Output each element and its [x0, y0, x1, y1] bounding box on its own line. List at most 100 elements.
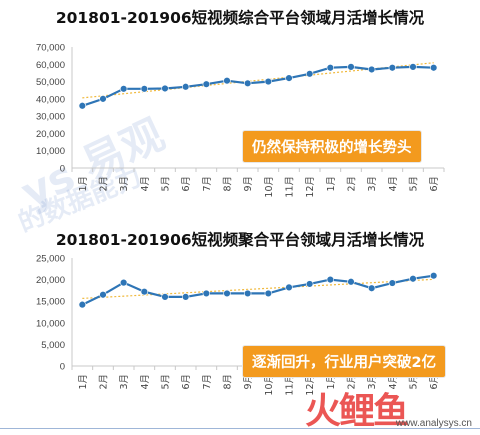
chart-title: 201801-201906短视频综合平台领域月活增长情况	[55, 9, 425, 27]
trend-line	[82, 278, 434, 299]
x-tick-label: 11月	[285, 374, 296, 396]
x-tick-label: 5月	[409, 176, 420, 192]
x-tick-label: 5月	[161, 374, 172, 390]
data-point	[429, 272, 438, 280]
y-tick-label: 20,000	[36, 275, 65, 286]
data-point	[78, 300, 87, 309]
x-tick-label: 4月	[388, 374, 399, 390]
data-point	[119, 278, 128, 287]
x-tick-label: 5月	[161, 176, 172, 192]
data-point	[181, 293, 190, 301]
x-tick-label: 12月	[305, 176, 316, 198]
series-line	[81, 65, 434, 107]
data-point	[347, 63, 355, 71]
brand-logo: 火鲤鱼	[305, 391, 409, 432]
x-tick-label: 2月	[347, 176, 358, 192]
y-tick-label: 40,000	[36, 94, 65, 105]
data-point	[161, 84, 169, 93]
y-tick-label: 10,000	[36, 146, 65, 157]
x-tick-label: 8月	[223, 176, 234, 192]
data-point	[326, 275, 335, 284]
data-point	[347, 278, 355, 286]
y-tick-label: 20,000	[36, 129, 65, 140]
x-tick-label: 10月	[264, 176, 275, 198]
x-tick-label: 2月	[347, 374, 358, 390]
data-point	[243, 289, 252, 298]
x-tick-label: 6月	[429, 374, 440, 390]
y-tick-label: 0	[60, 164, 65, 175]
data-point	[388, 64, 397, 72]
chart-plot: 0 10,000 20,000 30,000 40,000 50,000 60,000 70,…	[36, 43, 445, 198]
y-tick-label: 15,000	[36, 297, 65, 308]
data-point	[223, 289, 231, 298]
y-tick-label: 5,000	[41, 340, 65, 351]
x-tick-label: 3月	[367, 176, 378, 192]
data-point	[161, 293, 169, 301]
data-point	[285, 283, 293, 292]
data-point	[140, 85, 149, 93]
y-tick-label: 60,000	[36, 60, 65, 71]
x-tick-label: 1月	[326, 176, 337, 192]
x-tick-label: 9月	[243, 176, 254, 192]
x-tick-label: 3月	[119, 374, 130, 390]
series-line	[81, 274, 434, 306]
data-point	[429, 64, 438, 72]
x-tick-label: 5月	[409, 374, 420, 390]
data-point	[99, 95, 107, 103]
x-tick-label: 3月	[119, 176, 130, 192]
data-point	[326, 64, 335, 72]
data-point	[409, 63, 417, 71]
x-tick-label: 1月	[78, 176, 89, 192]
data-point	[409, 275, 417, 283]
data-point	[388, 279, 397, 287]
data-point	[367, 65, 376, 74]
x-tick-label: 11月	[285, 176, 296, 198]
x-tick-label: 4月	[140, 176, 151, 192]
data-point	[243, 79, 252, 88]
data-point	[99, 291, 107, 299]
data-point	[78, 102, 87, 110]
x-tick-label: 6月	[181, 374, 192, 390]
y-tick-label: 25,000	[36, 254, 65, 265]
x-tick-label: 9月	[243, 374, 254, 390]
chart-title: 201801-201906短视频聚合平台领域月活增长情况	[55, 231, 425, 249]
x-tick-label: 3月	[367, 374, 378, 390]
data-point	[285, 74, 293, 82]
data-point	[202, 289, 211, 298]
x-tick-label: 4月	[140, 374, 151, 390]
footer-divider	[0, 428, 480, 429]
x-tick-label: 2月	[99, 374, 110, 390]
site-url: www.analysys.cn	[395, 418, 472, 429]
y-tick-label: 0	[60, 362, 65, 373]
chart-callout: 仍然保持积极的增长势头	[243, 131, 421, 162]
data-point	[305, 280, 314, 288]
x-tick-label: 7月	[202, 176, 213, 192]
y-tick-label: 30,000	[36, 112, 65, 123]
x-tick-label: 6月	[429, 176, 440, 192]
x-tick-label: 1月	[326, 374, 337, 390]
data-point	[264, 77, 273, 86]
x-tick-label: 7月	[202, 374, 213, 390]
data-point	[202, 80, 211, 88]
x-tick-label: 12月	[305, 374, 316, 396]
x-tick-label: 8月	[223, 374, 234, 390]
trend-line	[82, 62, 434, 99]
chart-plot: 0 5,000 10,000 15,000 20,000 25,000 1月 2月 3月 4月 5月…	[36, 254, 445, 396]
x-tick-label: 4月	[388, 176, 399, 192]
y-tick-label: 70,000	[36, 43, 65, 54]
y-tick-label: 10,000	[36, 318, 65, 329]
data-point	[264, 289, 273, 298]
data-point	[305, 70, 314, 78]
x-tick-label: 10月	[264, 374, 275, 396]
data-point	[223, 77, 231, 85]
data-point	[181, 83, 190, 91]
x-tick-label: 2月	[99, 176, 110, 192]
x-tick-label: 1月	[78, 374, 89, 390]
chart-panel-aggregated: 201801-201906短视频聚合平台领域月活增长情况 0 5,000 10,00…	[0, 222, 480, 435]
data-point	[140, 287, 149, 296]
chart-callout: 逐渐回升，行业用户突破2亿	[243, 346, 446, 377]
y-tick-label: 50,000	[36, 77, 65, 88]
x-tick-label: 6月	[181, 176, 192, 192]
data-point	[119, 85, 128, 93]
chart-panel-integrated: 201801-201906短视频综合平台领域月活增长情况 0 10,000 20,0…	[0, 0, 480, 215]
